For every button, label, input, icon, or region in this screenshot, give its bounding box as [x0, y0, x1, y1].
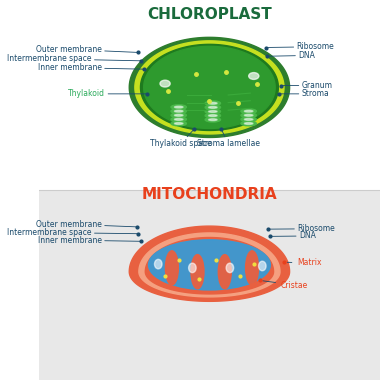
Text: Intermembrane space: Intermembrane space	[7, 228, 138, 237]
Text: Granum: Granum	[281, 81, 332, 90]
Text: Matrix: Matrix	[287, 258, 322, 268]
Ellipse shape	[244, 123, 253, 124]
Ellipse shape	[241, 121, 257, 126]
Polygon shape	[129, 37, 290, 138]
Ellipse shape	[205, 109, 220, 114]
Text: Inner membrane: Inner membrane	[38, 236, 141, 245]
Ellipse shape	[174, 119, 183, 120]
Bar	[39, 0, 380, 190]
Text: MITOCHONDRIA: MITOCHONDRIA	[142, 187, 277, 203]
Ellipse shape	[249, 73, 259, 79]
Ellipse shape	[244, 119, 253, 120]
Text: Thylakoid: Thylakoid	[68, 89, 147, 98]
Ellipse shape	[205, 117, 220, 122]
Ellipse shape	[205, 105, 220, 110]
Ellipse shape	[174, 114, 183, 116]
Polygon shape	[141, 44, 279, 130]
Text: CHLOROPLAST: CHLOROPLAST	[147, 7, 272, 22]
Ellipse shape	[149, 240, 270, 290]
Ellipse shape	[171, 105, 187, 109]
Ellipse shape	[155, 260, 162, 269]
Ellipse shape	[218, 255, 231, 289]
Text: DNA: DNA	[268, 51, 315, 60]
Ellipse shape	[171, 109, 187, 114]
Ellipse shape	[205, 113, 220, 118]
Text: Outer membrane: Outer membrane	[36, 45, 138, 54]
Text: Thylakoid space: Thylakoid space	[150, 129, 211, 149]
Ellipse shape	[244, 114, 253, 116]
Ellipse shape	[174, 106, 183, 108]
Polygon shape	[145, 238, 274, 294]
Text: Intermembrane space: Intermembrane space	[7, 54, 141, 63]
Text: Cristae: Cristae	[263, 280, 308, 290]
Text: DNA: DNA	[270, 231, 316, 241]
Bar	[39, 190, 380, 380]
Ellipse shape	[209, 102, 217, 104]
Ellipse shape	[171, 117, 187, 122]
Polygon shape	[129, 226, 290, 301]
Polygon shape	[139, 233, 280, 297]
Ellipse shape	[209, 106, 217, 108]
Polygon shape	[135, 41, 284, 134]
Ellipse shape	[174, 110, 183, 112]
Ellipse shape	[171, 113, 187, 117]
Text: Outer membrane: Outer membrane	[36, 220, 137, 229]
Ellipse shape	[245, 251, 258, 285]
Polygon shape	[144, 46, 275, 128]
Text: Ribosome: Ribosome	[266, 42, 334, 51]
Ellipse shape	[241, 113, 257, 117]
Ellipse shape	[209, 111, 217, 112]
Ellipse shape	[209, 119, 217, 120]
Ellipse shape	[191, 255, 204, 289]
Text: Stroma lamellae: Stroma lamellae	[197, 129, 260, 149]
Ellipse shape	[209, 115, 217, 117]
Ellipse shape	[165, 251, 178, 285]
Ellipse shape	[171, 121, 187, 126]
Text: Stroma: Stroma	[279, 89, 329, 98]
Ellipse shape	[226, 263, 234, 273]
Ellipse shape	[241, 109, 257, 114]
Ellipse shape	[174, 123, 183, 124]
Text: Inner membrane: Inner membrane	[38, 63, 144, 72]
Ellipse shape	[188, 263, 196, 273]
Ellipse shape	[258, 261, 266, 271]
Text: Ribosome: Ribosome	[268, 224, 335, 233]
Ellipse shape	[241, 117, 257, 122]
Ellipse shape	[244, 110, 253, 112]
Ellipse shape	[205, 101, 220, 106]
Ellipse shape	[160, 80, 170, 87]
